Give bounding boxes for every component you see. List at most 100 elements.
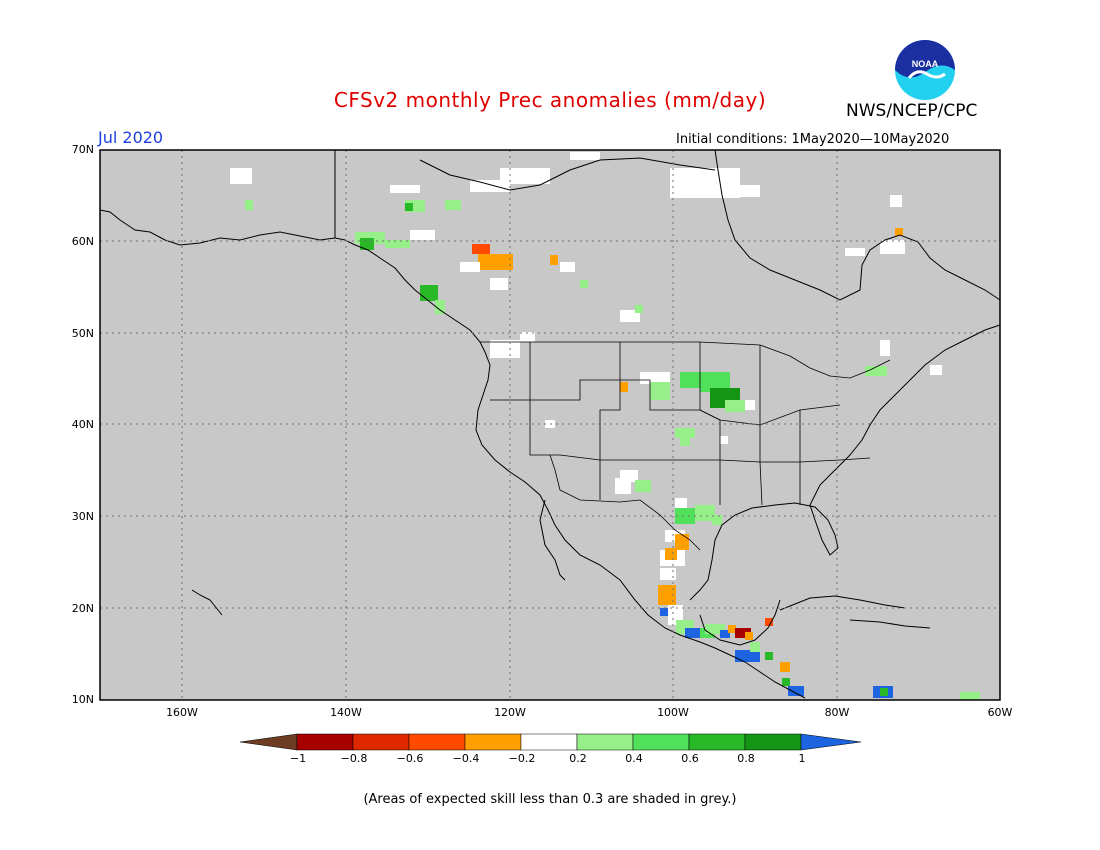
- anomaly-cell: [700, 372, 730, 392]
- colorbar-label-1: −1: [289, 752, 307, 765]
- anomaly-cell: [728, 625, 736, 633]
- lat-label-20n: 20N: [71, 602, 94, 615]
- anomaly-cell: [675, 498, 687, 510]
- anomaly-cell: [435, 300, 445, 314]
- colorbar-label-7: 0.4: [625, 752, 643, 765]
- anomaly-cell: [560, 262, 575, 272]
- anomaly-cell: [640, 372, 670, 384]
- anomaly-cell: [725, 400, 745, 412]
- anomaly-cell: [880, 340, 890, 356]
- anomaly-cell: [405, 203, 413, 211]
- anomaly-cell: [390, 185, 420, 193]
- initial-conditions: Initial conditions: 1May2020—10May2020: [676, 132, 950, 147]
- anomaly-cell: [620, 382, 628, 392]
- anomaly-cell: [490, 278, 508, 290]
- lon-label-60w: 60W: [987, 706, 1013, 719]
- noaa-logo-text: NOAA: [912, 59, 939, 69]
- anomaly-cell: [520, 332, 535, 342]
- colorbar-segment: [632, 733, 690, 751]
- anomaly-cell: [745, 400, 755, 410]
- political-borders: [480, 341, 891, 551]
- chart-title: CFSv2 monthly Prec anomalies (mm/day): [333, 88, 767, 112]
- lon-label-160w: 160W: [166, 706, 198, 719]
- colorbar-segment: [688, 733, 746, 751]
- anomaly-cell: [635, 480, 651, 492]
- anomaly-cell: [670, 168, 740, 198]
- colorbar-arrow-high: [800, 733, 862, 751]
- anomaly-cell: [680, 372, 700, 388]
- anomaly-cell: [635, 305, 643, 313]
- lat-label-50n: 50N: [71, 327, 94, 340]
- anomaly-cell: [550, 255, 558, 265]
- lon-label-100w: 100W: [657, 706, 689, 719]
- anomaly-cell: [675, 534, 689, 550]
- anomaly-cell: [845, 248, 865, 256]
- colorbar-label-10: 1: [798, 752, 806, 765]
- colorbar-segment: [520, 733, 578, 751]
- anomaly-cell: [712, 515, 722, 525]
- anomaly-cell: [765, 618, 773, 626]
- anomaly-cell: [460, 262, 480, 272]
- anomaly-cell: [478, 254, 513, 270]
- anomaly-cell: [745, 632, 753, 640]
- map-frame: [99, 149, 1001, 701]
- anomaly-cell: [880, 240, 905, 254]
- anomaly-cell: [245, 200, 253, 210]
- anomaly-cell: [960, 692, 980, 700]
- coastlines: [99, 149, 1001, 699]
- colorbar-segment: [352, 733, 410, 751]
- colorbar-label-6: 0.2: [569, 752, 587, 765]
- colorbar-label-4: −0.4: [452, 752, 480, 765]
- anomaly-cell: [720, 436, 728, 444]
- lat-label-40n: 40N: [71, 418, 94, 431]
- colorbar-segment: [296, 733, 354, 751]
- anomaly-cell: [385, 240, 410, 248]
- anomaly-cell: [500, 168, 550, 184]
- lat-label-10n: 10N: [71, 693, 94, 706]
- anomaly-cell: [765, 652, 773, 660]
- anomaly-cell: [735, 650, 760, 662]
- anomaly-cell: [490, 340, 520, 358]
- anomaly-cell: [445, 200, 461, 210]
- anomaly-cell: [895, 228, 903, 236]
- anomaly-cell: [880, 688, 888, 696]
- anomaly-cell: [890, 195, 902, 207]
- anomaly-cell: [650, 382, 670, 400]
- lat-label-60n: 60N: [71, 235, 94, 248]
- anomaly-cell: [782, 678, 790, 686]
- anomaly-cell: [660, 608, 668, 616]
- colorbar-label-2: −0.8: [340, 752, 368, 765]
- anomaly-cell: [410, 230, 435, 240]
- colorbar-label-9: 0.8: [737, 752, 755, 765]
- anomaly-cell: [420, 285, 438, 301]
- anomaly-cell: [675, 428, 695, 438]
- organization-label: NWS/NCEP/CPC: [846, 101, 978, 121]
- footnote: (Areas of expected skill less than 0.3 a…: [363, 792, 737, 807]
- anomaly-cell: [658, 585, 676, 605]
- noaa-logo: NOAA: [893, 38, 957, 106]
- lon-label-80w: 80W: [824, 706, 850, 719]
- lat-label-70n: 70N: [71, 143, 94, 156]
- colorbar-label-5: −0.2: [508, 752, 536, 765]
- anomaly-cell: [230, 168, 252, 184]
- anomaly-cell: [685, 628, 705, 638]
- anomaly-cell: [570, 152, 600, 160]
- colorbar-label-3: −0.6: [396, 752, 424, 765]
- anomaly-cell: [788, 686, 804, 696]
- colorbar-segment: [408, 733, 466, 751]
- colorbar-segment: [464, 733, 522, 751]
- forecast-month: Jul 2020: [98, 128, 164, 147]
- colorbar-segment: [576, 733, 634, 751]
- anomaly-cell: [580, 280, 588, 288]
- anomaly-cell: [615, 478, 631, 494]
- anomaly-cells: [230, 152, 980, 700]
- colorbar-arrow-low: [239, 733, 298, 751]
- anomaly-cell: [780, 662, 790, 672]
- anomaly-cell: [665, 548, 677, 560]
- anomaly-cell: [720, 630, 730, 638]
- anomaly-cell: [705, 624, 725, 634]
- graticule: [100, 150, 1000, 700]
- lat-label-30n: 30N: [71, 510, 94, 523]
- lon-label-120w: 120W: [494, 706, 526, 719]
- anomaly-cell: [750, 642, 760, 652]
